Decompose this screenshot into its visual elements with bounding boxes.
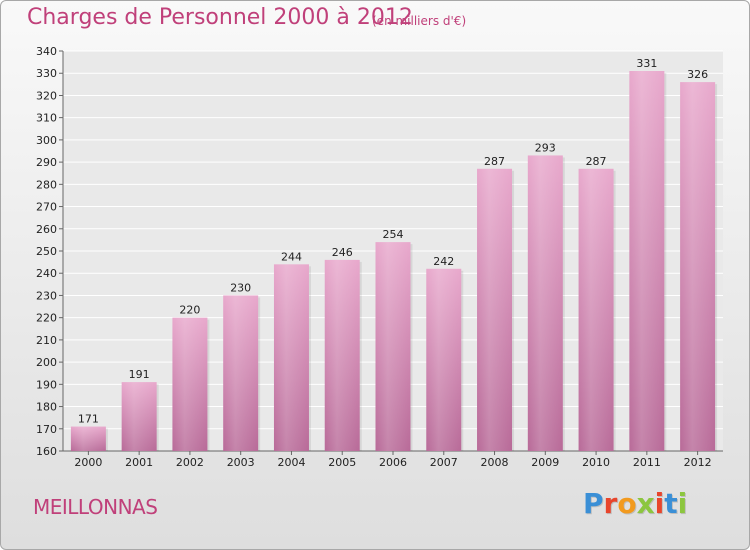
x-tick-label: 2001 bbox=[125, 456, 153, 469]
y-tick-label: 250 bbox=[36, 245, 57, 258]
x-tick-label: 2011 bbox=[633, 456, 661, 469]
data-label: 246 bbox=[332, 246, 353, 259]
data-label: 331 bbox=[636, 57, 657, 70]
x-tick-label: 2004 bbox=[277, 456, 305, 469]
logo-letter: r bbox=[603, 487, 618, 520]
y-tick-label: 230 bbox=[36, 289, 57, 302]
y-tick-label: 320 bbox=[36, 89, 57, 102]
y-tick-label: 300 bbox=[36, 134, 57, 147]
y-tick-label: 260 bbox=[36, 223, 57, 236]
data-label: 326 bbox=[687, 68, 708, 81]
logo-letter: x bbox=[636, 487, 655, 520]
bar-highlight bbox=[629, 71, 665, 451]
data-label: 287 bbox=[484, 155, 505, 168]
data-label: 254 bbox=[383, 228, 404, 241]
bar-highlight bbox=[527, 155, 563, 451]
y-tick-label: 200 bbox=[36, 356, 57, 369]
bar-highlight bbox=[273, 264, 309, 451]
x-tick-label: 2007 bbox=[430, 456, 458, 469]
logo-letter: i bbox=[654, 487, 665, 520]
x-tick-label: 2003 bbox=[227, 456, 255, 469]
logo-letter: i bbox=[677, 487, 688, 520]
proxiti-logo: Proxiti bbox=[583, 487, 687, 520]
x-tick-label: 2000 bbox=[74, 456, 102, 469]
bar-highlight bbox=[680, 82, 716, 451]
y-tick-label: 160 bbox=[36, 445, 57, 458]
chart-title: Charges de Personnel 2000 à 2012 bbox=[27, 5, 413, 30]
data-label: 293 bbox=[535, 141, 556, 154]
bar-highlight bbox=[375, 242, 411, 451]
chart-subtitle: (en milliers d'€) bbox=[372, 14, 467, 28]
y-tick-label: 170 bbox=[36, 423, 57, 436]
data-label: 230 bbox=[230, 281, 251, 294]
y-tick-label: 290 bbox=[36, 156, 57, 169]
data-label: 244 bbox=[281, 250, 302, 263]
x-tick-label: 2006 bbox=[379, 456, 407, 469]
bar-highlight bbox=[578, 168, 614, 451]
data-label: 287 bbox=[586, 155, 607, 168]
y-tick-label: 180 bbox=[36, 401, 57, 414]
bar-highlight bbox=[324, 259, 360, 451]
data-label: 242 bbox=[433, 255, 454, 268]
data-label: 220 bbox=[179, 304, 200, 317]
y-tick-label: 270 bbox=[36, 201, 57, 214]
y-tick-label: 190 bbox=[36, 378, 57, 391]
data-label: 171 bbox=[78, 413, 99, 426]
y-tick-label: 310 bbox=[36, 112, 57, 125]
bar-highlight bbox=[172, 317, 208, 451]
y-tick-label: 280 bbox=[36, 178, 57, 191]
y-tick-label: 220 bbox=[36, 312, 57, 325]
y-tick-label: 210 bbox=[36, 334, 57, 347]
x-tick-label: 2008 bbox=[481, 456, 509, 469]
logo-letter: t bbox=[664, 487, 678, 520]
commune-name: MEILLONNAS bbox=[33, 495, 158, 519]
bar-highlight bbox=[223, 295, 259, 451]
y-tick-label: 330 bbox=[36, 67, 57, 80]
x-tick-label: 2010 bbox=[582, 456, 610, 469]
logo-letter: P bbox=[583, 487, 604, 520]
bar-highlight bbox=[121, 382, 157, 451]
x-tick-label: 2009 bbox=[531, 456, 559, 469]
y-tick-label: 240 bbox=[36, 267, 57, 280]
bar-highlight bbox=[70, 426, 106, 451]
x-tick-label: 2005 bbox=[328, 456, 356, 469]
x-tick-label: 2012 bbox=[684, 456, 712, 469]
bar-highlight bbox=[426, 268, 462, 451]
x-tick-label: 2002 bbox=[176, 456, 204, 469]
y-tick-label: 340 bbox=[36, 45, 57, 58]
data-label: 191 bbox=[129, 368, 150, 381]
bar-highlight bbox=[477, 168, 513, 451]
logo-letter: o bbox=[617, 487, 637, 520]
